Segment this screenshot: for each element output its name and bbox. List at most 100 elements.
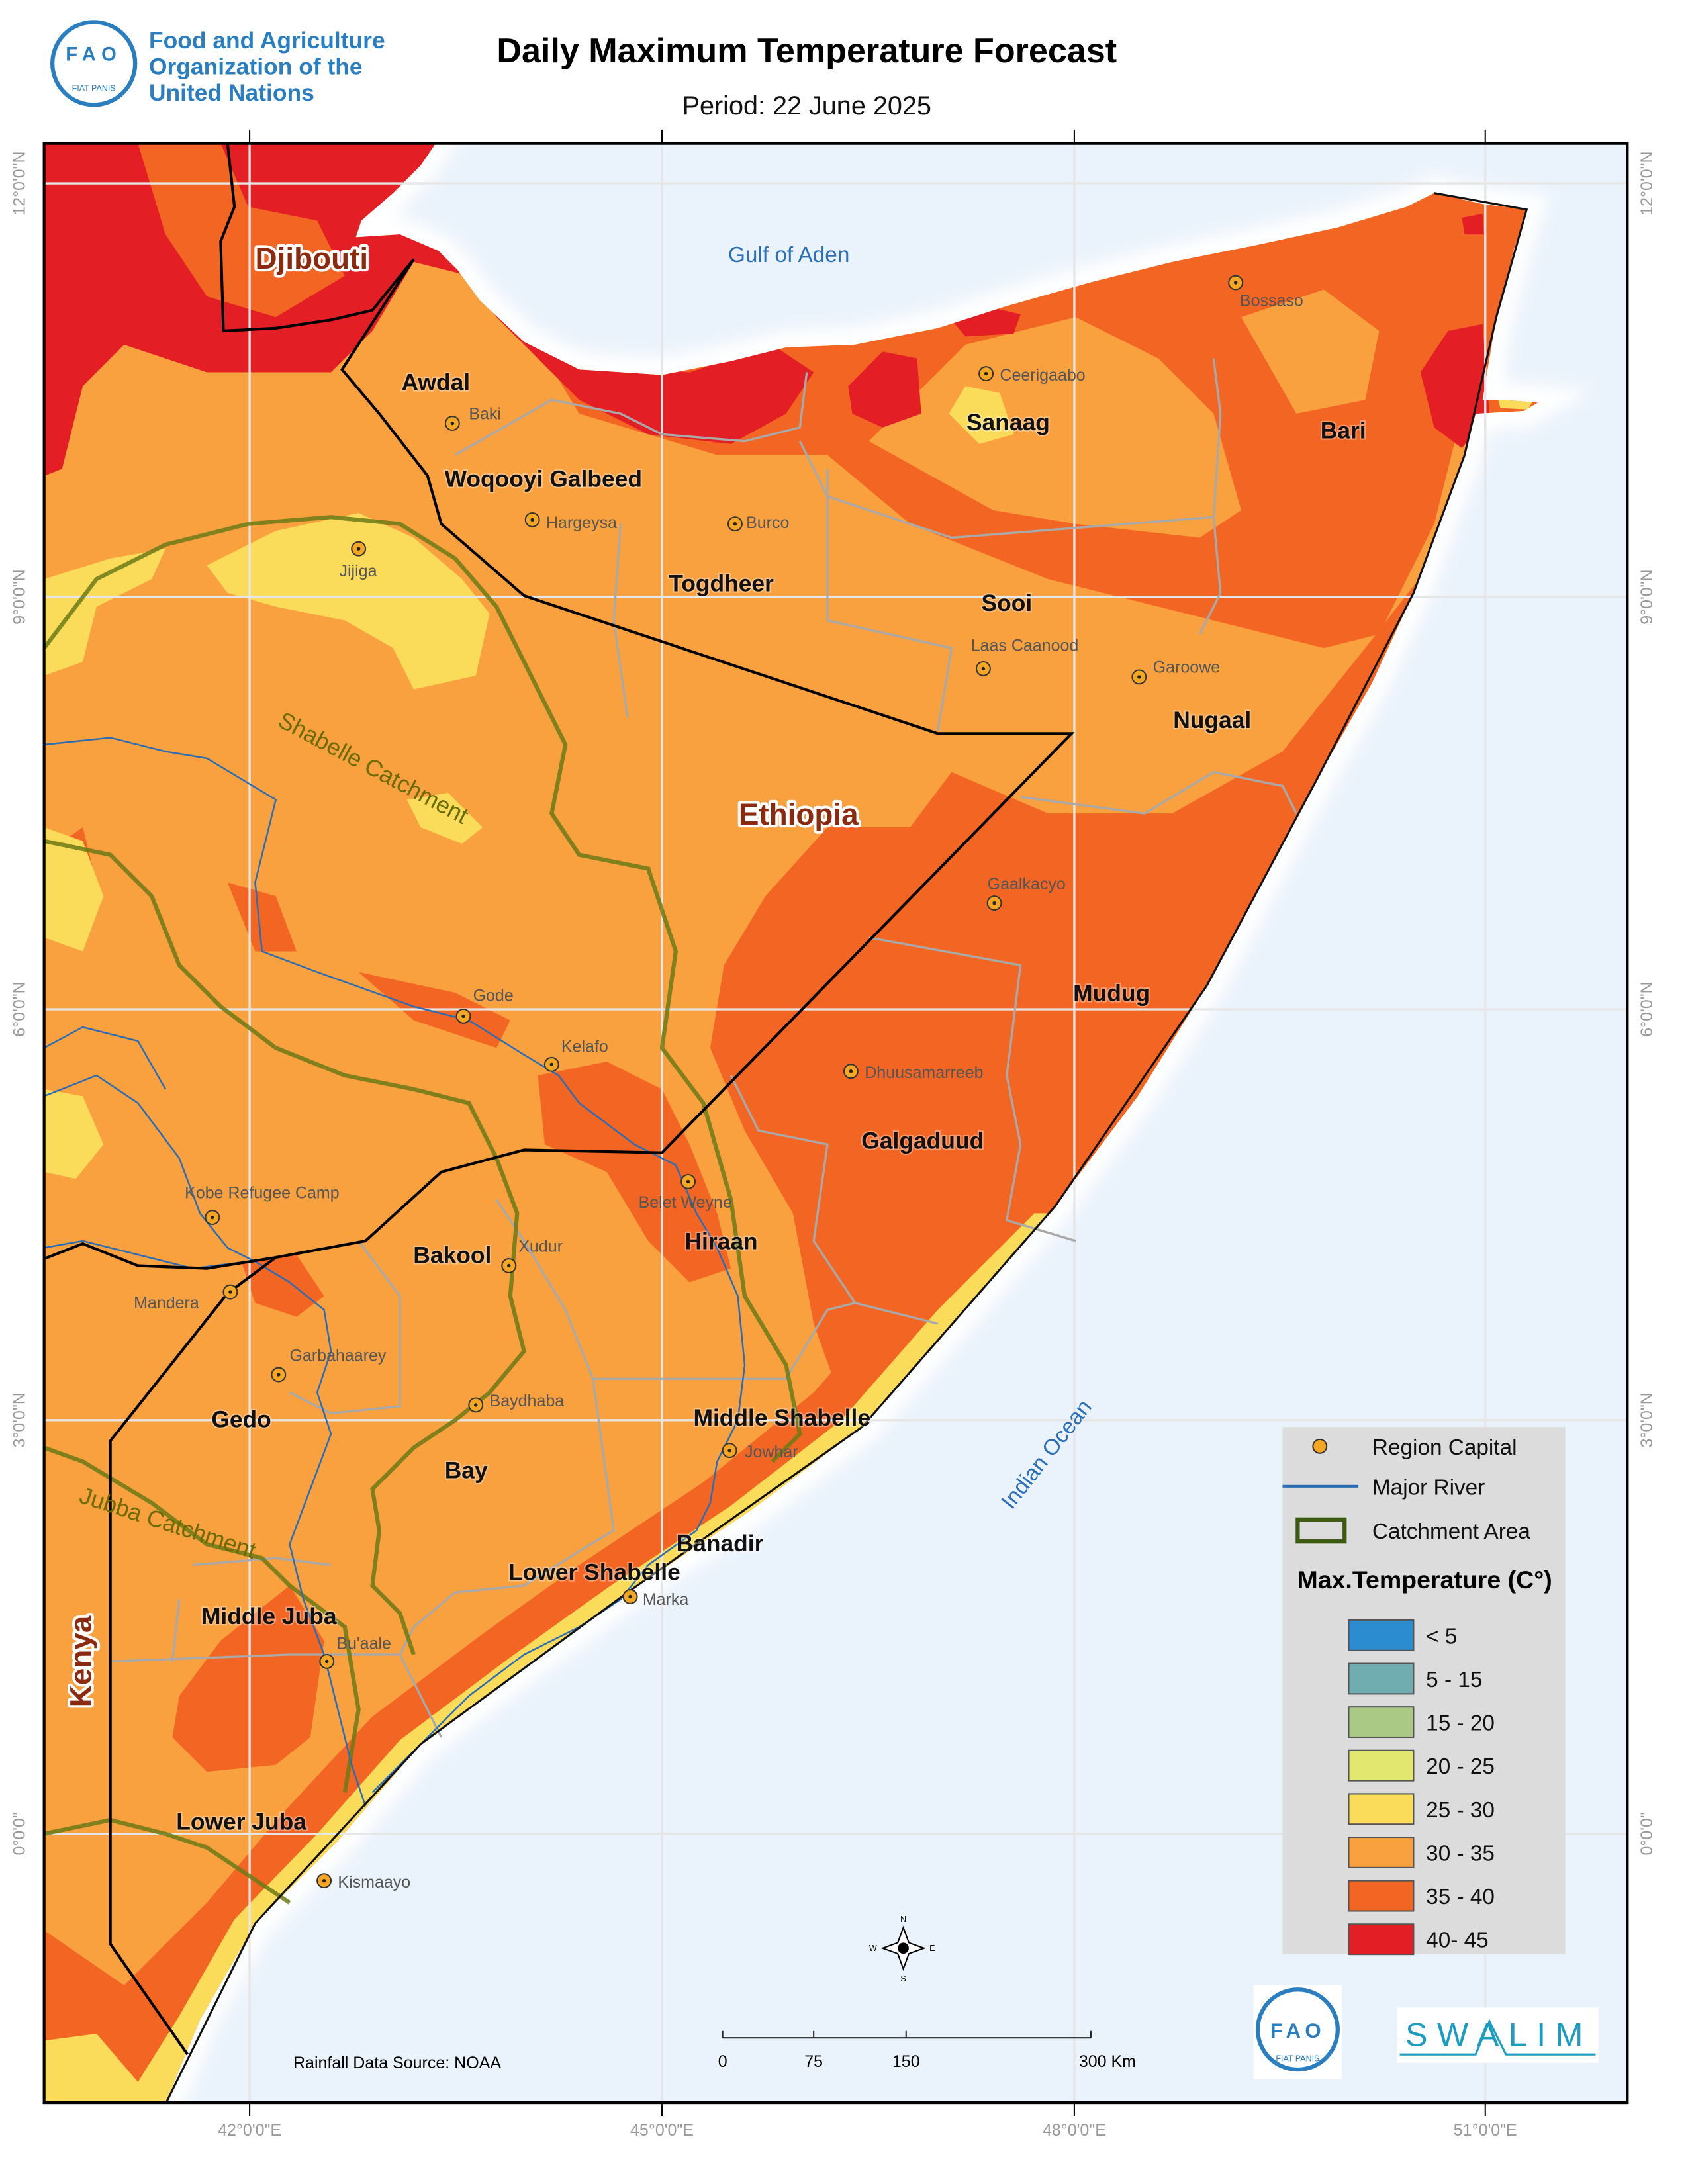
place-label: Laas Caanood	[971, 636, 1079, 655]
country-label: Ethiopia	[739, 797, 859, 831]
logo-motto: FIAT PANIS	[1276, 2054, 1319, 2064]
legend-swatch	[1348, 1880, 1415, 1912]
scale-label: 75	[804, 2052, 823, 2071]
admin-line	[826, 469, 953, 731]
region-label: Sanaag	[966, 409, 1050, 435]
title: Daily Maximum Temperature Forecast	[496, 32, 1117, 70]
place-dot-center	[849, 1069, 853, 1073]
zone-30-35	[1241, 289, 1380, 414]
scale-bar	[722, 2030, 1092, 2039]
legend-swatch	[1348, 1793, 1415, 1825]
compass-letter: E	[929, 1944, 935, 1953]
legend-box	[1282, 1427, 1566, 1954]
place-dot-center	[984, 371, 988, 376]
coastline	[165, 192, 1528, 2103]
catchment-line	[44, 515, 802, 1463]
scale-label: 150	[892, 2052, 920, 2071]
legend-swatch	[1348, 1706, 1415, 1739]
place-dot-center	[277, 1373, 281, 1377]
compass-letter: W	[869, 1944, 877, 1953]
compass-letter: S	[900, 1974, 906, 1983]
admin-line	[454, 372, 808, 456]
place-label: Gaalkacyo	[988, 875, 1066, 893]
place-label: Kismaayo	[338, 1873, 410, 1891]
zone-25-30	[207, 513, 490, 690]
place-label: Garbahaarey	[290, 1346, 387, 1365]
legend-label: Region Capital	[1372, 1435, 1517, 1460]
compass: N E S W	[869, 1915, 935, 1983]
legend: Region Capital Major River Catchment Are…	[1282, 1427, 1566, 1956]
source: Rainfall Data Source: NOAA	[293, 2054, 501, 2072]
region-label: Hiraan	[684, 1228, 757, 1254]
legend-label: 25 - 30	[1426, 1798, 1495, 1823]
admin-line	[1199, 358, 1222, 635]
region-label: Middle Juba	[201, 1603, 337, 1629]
legend-label: 5 - 15	[1426, 1668, 1482, 1692]
place-label: Dhuusamarreeb	[865, 1064, 983, 1082]
latitude-label: 6°0'0"N	[1638, 981, 1656, 1036]
place-dot-center	[549, 1062, 554, 1067]
admin-line	[289, 1240, 401, 1415]
place-label: Kobe Refugee Camp	[185, 1183, 339, 1202]
place-dot-center	[1233, 281, 1238, 285]
zone-25-30	[949, 386, 1014, 444]
zone-25-30	[44, 549, 166, 676]
place-dot-center	[461, 1014, 465, 1019]
region-label: Nugaal	[1173, 707, 1251, 733]
border	[44, 1242, 276, 1270]
legend-label: Catchment Area	[1372, 1520, 1530, 1544]
place-label: Bu'aale	[336, 1635, 391, 1653]
compass-center	[898, 1942, 909, 1954]
place-dot-center	[474, 1403, 478, 1407]
admin-line	[1020, 770, 1297, 815]
place-dot-center	[356, 547, 361, 551]
logo-ring	[1255, 1987, 1340, 2072]
place-label: Gode	[473, 987, 514, 1005]
river	[44, 1240, 249, 1269]
place-dot-center	[727, 1448, 731, 1453]
place-label: Kelafo	[561, 1038, 608, 1056]
place-label: Hargeysa	[546, 514, 617, 532]
legend-swatch	[1348, 1662, 1415, 1695]
latitude-label: 0°0'0"	[11, 1812, 29, 1855]
region-label: Gedo	[211, 1406, 271, 1432]
country-borders	[44, 143, 1075, 2056]
place-dot-center	[981, 666, 986, 671]
map: Gulf of Aden Indian Ocean Shabelle Catch…	[44, 143, 1628, 2103]
place-label: Belet Weyne	[639, 1193, 732, 1212]
admin-line	[110, 1653, 400, 1663]
place-dot-center	[628, 1594, 632, 1599]
zone-35-40	[138, 143, 345, 318]
place-label: Garoowe	[1153, 659, 1220, 677]
zone-35-40	[538, 1062, 731, 1283]
place-dot-center	[992, 901, 996, 905]
logo-motto: FIAT PANIS	[72, 84, 116, 93]
zone-25-30	[44, 827, 104, 952]
region-label: Lower Shabelle	[508, 1559, 680, 1586]
place-label: Jijiga	[340, 562, 377, 580]
place-dot-center	[1137, 675, 1141, 679]
place-label: Jowhar	[745, 1443, 798, 1461]
place-dot-center	[450, 421, 455, 426]
place-label: Burco	[746, 514, 789, 532]
catchment-line	[44, 839, 527, 1655]
legend-capital-symbol	[1312, 1438, 1328, 1454]
admin-line	[868, 936, 1076, 1242]
legend-label: 15 - 20	[1426, 1711, 1495, 1736]
latitude-label: 3°0'0"N	[11, 1392, 29, 1447]
region-label: Sooi	[981, 590, 1032, 616]
org-name: Organization of the	[149, 54, 363, 80]
region-label: Bari	[1321, 418, 1366, 444]
frame-ticks	[249, 129, 1486, 2116]
swalim-logo: SWALIM	[1397, 2007, 1599, 2063]
place-label: Ceerigaabo	[1000, 366, 1085, 385]
latitude-label: 12°0'0"N	[10, 151, 28, 215]
zone-40-45	[1462, 213, 1484, 235]
legend-title: Max.Temperature (C°)	[1297, 1566, 1552, 1594]
latitude-label: 3°0'0"N	[1638, 1392, 1656, 1447]
swalim-line	[1399, 2019, 1596, 2056]
admin-line	[798, 440, 1214, 539]
place-label: Baki	[469, 404, 501, 423]
map-frame	[42, 142, 1629, 2105]
